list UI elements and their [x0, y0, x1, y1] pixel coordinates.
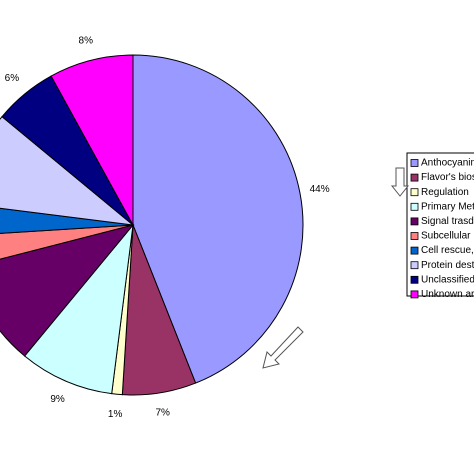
legend-label: Primary Met	[421, 201, 474, 212]
pie-slice	[23, 223, 134, 395]
legend-label: Cell rescue,	[421, 245, 474, 256]
legend-swatch	[410, 159, 419, 167]
legend-swatch	[410, 290, 419, 299]
data-label: 7%	[155, 407, 170, 418]
legend-swatch	[410, 217, 419, 226]
legend-swatch	[410, 173, 419, 182]
legend-label: Protein dest	[421, 260, 474, 271]
legend-swatch	[410, 275, 419, 284]
pie-slice	[0, 224, 134, 260]
legend-label: Regulation	[421, 187, 469, 198]
legend-label: Flavor's bios	[421, 172, 474, 183]
pie-slice	[132, 54, 304, 384]
arrow	[390, 167, 410, 197]
pie-slice	[0, 224, 135, 357]
legend-label: Unknown ar	[421, 289, 474, 300]
data-label: 6%	[5, 73, 20, 84]
legend-swatch	[410, 202, 419, 211]
pie-slice	[50, 54, 134, 226]
arrow	[262, 326, 304, 369]
data-label: 1%	[108, 409, 123, 420]
data-label: 9%	[50, 394, 65, 405]
legend-swatch	[410, 261, 419, 270]
legend-label: Unclassified	[421, 274, 474, 285]
legend-swatch	[410, 232, 419, 240]
legend-label: Subcellular	[421, 231, 471, 242]
legend-swatch	[410, 188, 419, 197]
legend-swatch	[410, 246, 419, 255]
data-label: 44%	[310, 184, 330, 195]
legend-label: Signal trasd	[421, 216, 474, 227]
data-label: 8%	[79, 36, 94, 47]
legend-label: Anthocyanin	[421, 158, 474, 169]
pie-slice	[0, 207, 134, 234]
